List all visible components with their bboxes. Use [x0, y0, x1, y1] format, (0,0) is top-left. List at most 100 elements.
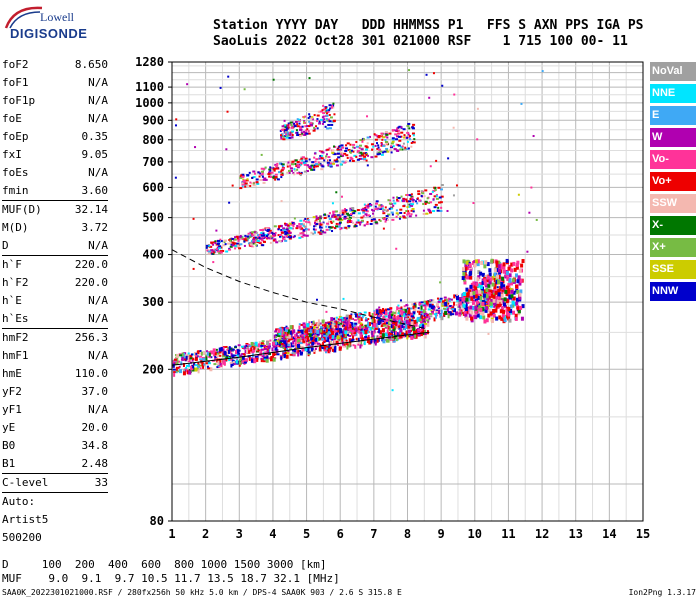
echo-mark [484, 301, 488, 304]
echo-mark [329, 336, 332, 339]
echo-mark [316, 118, 319, 121]
echo-mark [386, 338, 390, 343]
echo-mark [439, 188, 443, 191]
echo-mark [215, 348, 218, 351]
echo-mark [284, 222, 287, 225]
echo-mark [183, 369, 186, 372]
echo-mark [266, 228, 270, 231]
echo-mark [302, 326, 306, 329]
echo-mark [386, 308, 390, 311]
echo-mark [285, 127, 288, 130]
spread-mark [520, 263, 524, 268]
echo-mark [311, 326, 314, 331]
echo-mark [319, 229, 322, 232]
spread-mark [484, 308, 488, 313]
echo-mark [353, 146, 356, 149]
echo-mark [324, 106, 328, 109]
echo-mark [300, 157, 304, 160]
spread-mark [498, 268, 502, 273]
echo-mark [319, 110, 323, 113]
echo-mark [312, 168, 316, 171]
spread-mark [474, 310, 478, 315]
echo-mark [319, 118, 323, 121]
echo-mark [257, 354, 260, 357]
echo-mark [393, 148, 397, 151]
echo-mark [182, 371, 186, 376]
chart-marks [172, 69, 544, 392]
echo-mark [263, 234, 266, 237]
echo-mark [377, 136, 381, 139]
echo-mark [352, 330, 355, 333]
echo-mark [457, 301, 460, 304]
echo-mark [219, 238, 222, 241]
echo-mark [345, 342, 349, 345]
echo-mark [315, 119, 318, 122]
echo-mark [317, 161, 320, 164]
echo-mark [347, 218, 351, 221]
echo-mark [352, 344, 355, 347]
echo-mark [346, 156, 349, 159]
spread-mark [462, 259, 466, 264]
echo-mark [396, 320, 400, 325]
echo-mark [405, 210, 408, 213]
echo-mark [270, 235, 274, 238]
echo-mark [401, 145, 404, 148]
spread-mark [495, 316, 499, 321]
spread-mark [498, 315, 502, 320]
param-value: 8.650 [74, 58, 108, 71]
echo-mark [310, 321, 314, 324]
noise-mark [219, 86, 222, 89]
echo-mark [295, 227, 299, 230]
echo-mark [250, 341, 254, 346]
legend-ssw: SSW [650, 194, 696, 213]
echo-mark [319, 157, 322, 160]
echo-mark [427, 208, 431, 211]
echo-mark [303, 163, 307, 166]
echo-mark [377, 327, 380, 330]
echo-mark [358, 151, 361, 154]
echo-mark [476, 293, 479, 298]
noise-mark [175, 118, 178, 121]
echo-mark [340, 153, 343, 156]
spread-mark [471, 288, 475, 293]
echo-mark [352, 143, 356, 146]
echo-mark [469, 305, 473, 310]
echo-mark [376, 338, 379, 343]
echo-mark [357, 315, 361, 320]
echo-mark [339, 148, 343, 151]
echo-mark [267, 345, 271, 350]
noise-mark [441, 84, 444, 87]
echo-mark [365, 317, 368, 320]
chart-grid [171, 62, 644, 521]
spread-mark [465, 316, 469, 321]
echo-mark [411, 196, 414, 199]
spread-mark [492, 313, 496, 318]
echo-mark [362, 314, 366, 317]
echo-mark [329, 116, 333, 119]
echo-mark [246, 236, 250, 239]
param-row: B0 34.8 [2, 437, 108, 455]
echo-mark [332, 212, 335, 215]
echo-mark [385, 149, 388, 152]
echo-mark [323, 327, 327, 330]
echo-mark [326, 324, 330, 329]
echo-mark [225, 355, 229, 358]
echo-mark [363, 311, 367, 314]
echo-mark [394, 129, 398, 132]
echo-mark [372, 331, 375, 336]
echo-mark [294, 159, 298, 162]
echo-mark [372, 323, 375, 328]
echo-mark [221, 346, 225, 349]
echo-mark [295, 164, 298, 167]
echo-mark [411, 126, 415, 129]
echo-mark [378, 218, 381, 221]
echo-mark [231, 354, 235, 359]
echo-mark [218, 252, 222, 255]
echo-mark [420, 312, 423, 315]
echo-mark [289, 236, 293, 239]
echo-mark [358, 154, 362, 157]
param-name: yF2 [2, 385, 22, 398]
echo-mark [364, 145, 368, 148]
echo-mark [324, 110, 327, 113]
echo-mark [261, 228, 265, 231]
